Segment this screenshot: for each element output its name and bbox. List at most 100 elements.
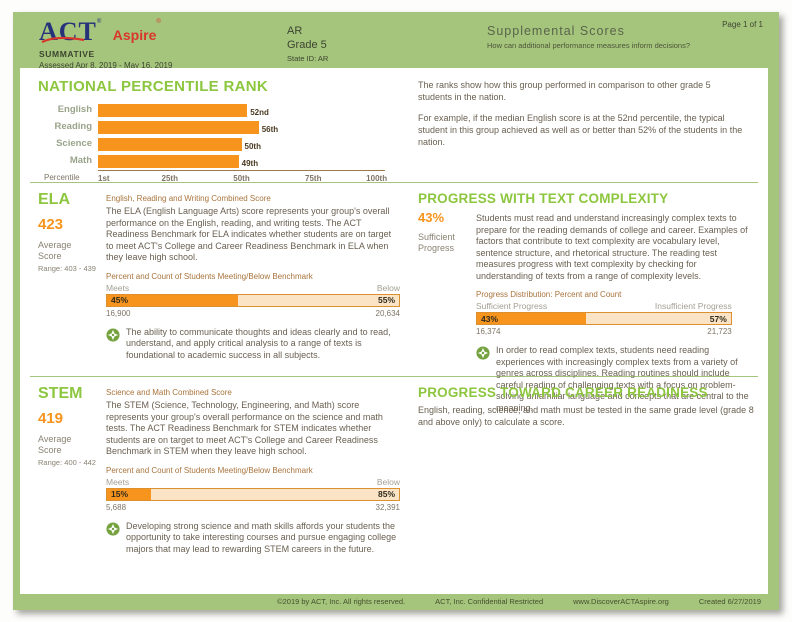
- website-text: www.DiscoverACTAspire.org: [573, 597, 669, 606]
- bar-category-label: English: [57, 104, 92, 115]
- career-readiness-description: English, reading, science, and math must…: [418, 405, 754, 427]
- bar-value-label: 49th: [241, 159, 259, 168]
- ela-section-title: ELA: [38, 191, 70, 208]
- axis-tick-label: 25th: [161, 174, 178, 183]
- compass-star-icon: [476, 345, 490, 414]
- ela-note-text: The ability to communicate thoughts and …: [126, 326, 391, 360]
- section-divider: [30, 376, 758, 377]
- below-count: 20,634: [375, 308, 400, 318]
- organization-block: AR Grade 5 State ID: AR: [287, 19, 487, 68]
- english-percentile-bar: [98, 104, 248, 117]
- chart-bar-row: Reading 56th: [38, 119, 404, 134]
- state-id: State ID: AR: [287, 53, 329, 63]
- text-complexity-percent: 43%: [418, 210, 445, 225]
- report-content: NATIONAL PERCENTILE RANK English 52nd Re…: [20, 68, 768, 594]
- meets-segment: 45%: [107, 294, 239, 306]
- below-segment: 55%: [238, 294, 399, 306]
- progress-distribution-title: Progress Distribution: Percent and Count: [476, 290, 622, 300]
- stem-insight-note: Developing strong science and math skill…: [106, 521, 400, 556]
- brand-block: ACT® Aspire® SUMMATIVE Assessed Apr 8, 2…: [39, 19, 287, 71]
- ela-section: ELA 423 Average Score Range: 403 - 439 E…: [38, 191, 404, 376]
- npr-section-title: NATIONAL PERCENTILE RANK: [38, 78, 268, 95]
- act-aspire-logo: ACT® Aspire®: [39, 19, 287, 46]
- npr-description: The ranks show how this group performed …: [404, 78, 756, 182]
- sufficient-segment: 43%: [477, 313, 587, 325]
- compass-star-icon: [106, 327, 120, 362]
- stem-benchmark-title: Percent and Count of Students Meeting/Be…: [106, 465, 313, 475]
- ela-subheading: English, Reading and Writing Combined Sc…: [106, 194, 271, 203]
- career-readiness-title: PROGRESS TOWARD CAREER READINESS: [418, 385, 708, 400]
- bar-category-label: Science: [56, 138, 92, 149]
- aspire-logo-text: Aspire: [112, 27, 157, 43]
- act-registered-mark: ®: [96, 19, 102, 25]
- meets-label: Meets: [106, 476, 130, 487]
- text-complexity-section: PROGRESS WITH TEXT COMPLEXITY 43% Suffic…: [404, 191, 756, 413]
- ela-score-range: Range: 403 - 439: [38, 263, 96, 273]
- npr-paragraph-1: The ranks show how this group performed …: [418, 80, 711, 102]
- act-logo-swoosh-icon: [41, 36, 85, 44]
- insufficient-progress-label: Insufficient Progress: [654, 301, 732, 312]
- text-complexity-title: PROGRESS WITH TEXT COMPLEXITY: [418, 191, 669, 206]
- created-date: Created 6/27/2019: [698, 597, 761, 606]
- text-complexity-score-label: Sufficient Progress: [418, 232, 455, 253]
- report-header: ACT® Aspire® SUMMATIVE Assessed Apr 8, 2…: [13, 12, 779, 71]
- chart-x-axis: Percentile 1st 25th 50th 75th 100th: [38, 170, 404, 183]
- aspire-registered-mark: ®: [156, 19, 161, 25]
- national-percentile-rank-section: NATIONAL PERCENTILE RANK English 52nd Re…: [20, 68, 768, 183]
- chart-bar-row: Math 49th: [38, 153, 404, 168]
- bar-value-label: 52nd: [250, 108, 269, 117]
- bar-value-label: 56th: [261, 125, 279, 134]
- stem-description: The STEM (Science, Technology, Engineeri…: [106, 400, 383, 457]
- text-complexity-note-text: In order to read complex texts, students…: [496, 345, 749, 413]
- ela-insight-note: The ability to communicate thoughts and …: [106, 327, 400, 362]
- axis-title: Percentile: [44, 173, 80, 182]
- progress-distribution-bar: 43% 57%: [476, 312, 732, 326]
- npr-paragraph-2: For example, if the median English score…: [418, 113, 743, 147]
- insufficient-segment: 57%: [586, 313, 731, 325]
- stem-note-text: Developing strong science and math skill…: [126, 520, 397, 554]
- ela-description: The ELA (English Language Arts) score re…: [106, 206, 392, 263]
- stem-career-row: STEM 419 Average Score Range: 400 - 442 …: [20, 377, 768, 555]
- meets-segment: 15%: [107, 488, 151, 500]
- stem-section: STEM 419 Average Score Range: 400 - 442 …: [38, 385, 404, 555]
- text-complexity-insight-note: In order to read complex texts, students…: [476, 345, 754, 414]
- axis-tick-label: 50th: [233, 174, 250, 183]
- axis-tick-label: 1st: [98, 174, 110, 183]
- ela-benchmark-bar: 45% 55%: [106, 293, 400, 307]
- ela-text-complexity-row: ELA 423 Average Score Range: 403 - 439 E…: [20, 183, 768, 413]
- report-subtitle: How can additional performance measures …: [487, 41, 691, 50]
- bar-category-label: Reading: [54, 121, 92, 132]
- bar-category-label: Math: [69, 155, 92, 166]
- grade-level: Grade 5: [287, 39, 327, 52]
- stem-subheading: Science and Math Combined Score: [106, 388, 232, 397]
- compass-star-icon: [106, 521, 120, 556]
- report-page: ACT® Aspire® SUMMATIVE Assessed Apr 8, 2…: [13, 12, 779, 610]
- meets-count: 5,688: [106, 502, 127, 512]
- chart-bar-row: Science 50th: [38, 136, 404, 151]
- science-percentile-bar: [98, 138, 242, 151]
- section-divider: [30, 182, 758, 183]
- stem-score-label: Average Score: [38, 434, 72, 455]
- organization-name: AR: [287, 25, 303, 37]
- math-percentile-bar: [98, 155, 239, 168]
- chart-bar-row: English 52nd: [38, 102, 404, 117]
- text-complexity-description: Students must read and understand increa…: [476, 213, 748, 281]
- page-number: Page 1 of 1: [722, 20, 763, 29]
- ela-score-label: Average Score: [38, 240, 72, 261]
- career-readiness-section: PROGRESS TOWARD CAREER READINESS English…: [404, 385, 756, 555]
- confidential-text: ACT, Inc. Confidential Restricted: [435, 597, 544, 606]
- report-footer: ©2019 by ACT, Inc. All rights reserved. …: [277, 597, 761, 606]
- below-label: Below: [376, 282, 400, 293]
- ela-benchmark-title: Percent and Count of Students Meeting/Be…: [106, 271, 313, 281]
- stem-score-range: Range: 400 - 442: [38, 457, 96, 467]
- ela-average-score: 423: [38, 216, 64, 233]
- assessment-window: Assessed Apr 8, 2019 - May 16, 2019: [39, 61, 173, 70]
- report-title-block: Supplemental Scores How can additional p…: [487, 19, 765, 68]
- stem-section-title: STEM: [38, 385, 83, 402]
- program-label: SUMMATIVE: [39, 49, 95, 59]
- below-label: Below: [376, 476, 400, 487]
- below-segment: 85%: [150, 488, 399, 500]
- sufficient-count: 16,374: [476, 327, 501, 337]
- stem-average-score: 419: [38, 410, 64, 427]
- report-title: Supplemental Scores: [487, 24, 625, 38]
